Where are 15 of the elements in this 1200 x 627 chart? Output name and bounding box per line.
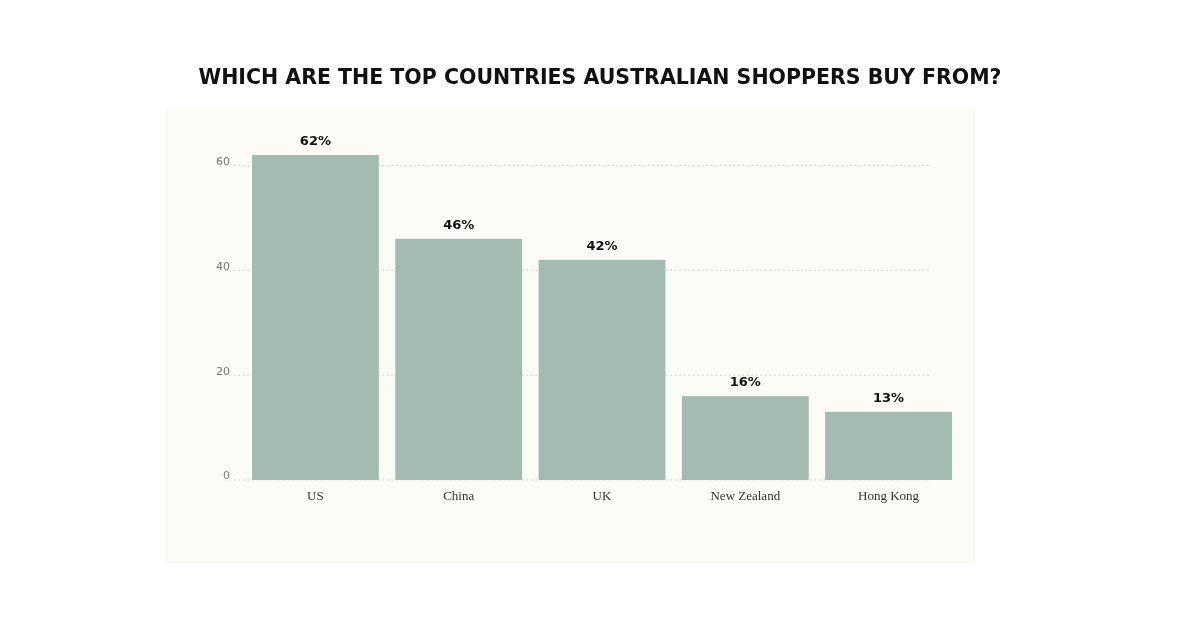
- data-label: 62%: [299, 133, 331, 148]
- y-tick-label: 60: [216, 154, 230, 168]
- y-tick-label: 20: [216, 364, 230, 378]
- x-tick-label: New Zealand: [710, 487, 781, 503]
- data-label: 13%: [873, 389, 905, 405]
- x-tick-label: Hong Kong: [858, 487, 920, 503]
- x-tick-label: China: [443, 487, 475, 503]
- data-label: 16%: [729, 374, 761, 390]
- x-tick-label: US: [307, 487, 324, 503]
- data-label: 42%: [586, 237, 618, 253]
- chart-title: WHICH ARE THE TOP COUNTRIES AUSTRALIAN SHOPPERS BUY FROM?: [198, 65, 1002, 89]
- y-tick-label: 0: [223, 469, 230, 483]
- data-label: 46%: [443, 216, 475, 232]
- x-tick-label: UK: [592, 487, 612, 503]
- y-tick-label: 40: [216, 259, 230, 273]
